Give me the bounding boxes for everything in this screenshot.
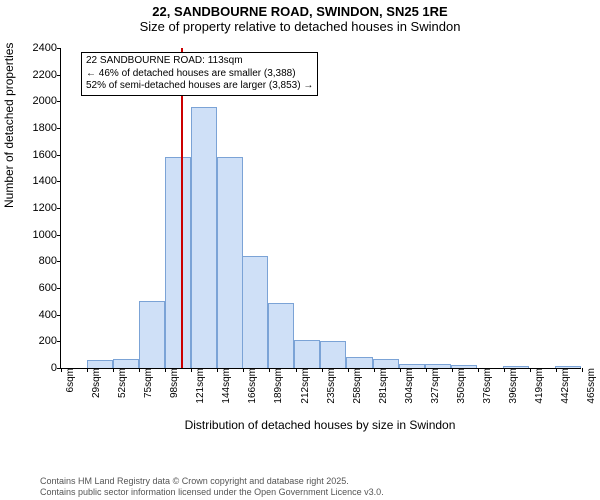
y-tick-mark xyxy=(57,181,61,182)
y-tick-mark xyxy=(57,235,61,236)
y-tick-mark xyxy=(57,315,61,316)
histogram-bar xyxy=(294,340,320,368)
annotation-line3: 52% of semi-detached houses are larger (… xyxy=(86,80,313,93)
x-tick-label: 121sqm xyxy=(191,368,206,404)
x-tick-label: 419sqm xyxy=(530,368,545,404)
x-tick-label: 52sqm xyxy=(113,368,128,398)
x-tick-label: 258sqm xyxy=(348,368,363,404)
histogram-bar xyxy=(346,357,372,368)
property-marker-line xyxy=(181,48,183,368)
x-tick-label: 465sqm xyxy=(582,368,597,404)
histogram-bar xyxy=(242,256,268,368)
histogram-bar xyxy=(555,366,581,368)
y-axis-label: Number of detached properties xyxy=(2,43,16,208)
x-tick-label: 396sqm xyxy=(504,368,519,404)
x-tick-label: 144sqm xyxy=(217,368,232,404)
histogram-bar xyxy=(113,359,139,368)
y-tick-mark xyxy=(57,75,61,76)
y-tick-mark xyxy=(57,155,61,156)
x-tick-label: 281sqm xyxy=(374,368,389,404)
histogram-bar xyxy=(217,157,243,368)
chart-title-line2: Size of property relative to detached ho… xyxy=(0,19,600,36)
x-tick-label: 75sqm xyxy=(139,368,154,398)
histogram-bar xyxy=(268,303,294,368)
y-tick-mark xyxy=(57,128,61,129)
chart-container: Number of detached properties 22 SANDBOU… xyxy=(0,38,600,438)
annotation-line1: 22 SANDBOURNE ROAD: 113sqm xyxy=(86,55,313,68)
annotation-box: 22 SANDBOURNE ROAD: 113sqm ← 46% of deta… xyxy=(81,52,318,96)
x-tick-label: 189sqm xyxy=(269,368,284,404)
y-tick-mark xyxy=(57,48,61,49)
x-tick-label: 442sqm xyxy=(556,368,571,404)
histogram-bar xyxy=(87,360,113,368)
x-tick-label: 6sqm xyxy=(61,368,76,392)
footer-line1: Contains HM Land Registry data © Crown c… xyxy=(40,476,384,487)
x-tick-label: 235sqm xyxy=(322,368,337,404)
chart-title-line1: 22, SANDBOURNE ROAD, SWINDON, SN25 1RE xyxy=(0,0,600,19)
x-tick-label: 327sqm xyxy=(426,368,441,404)
histogram-bar xyxy=(451,365,477,368)
y-tick-mark xyxy=(57,261,61,262)
histogram-bar xyxy=(320,341,346,368)
histogram-bar xyxy=(139,301,165,368)
y-tick-mark xyxy=(57,341,61,342)
footer-attribution: Contains HM Land Registry data © Crown c… xyxy=(40,476,384,498)
plot-area: 22 SANDBOURNE ROAD: 113sqm ← 46% of deta… xyxy=(60,48,581,369)
footer-line2: Contains public sector information licen… xyxy=(40,487,384,498)
x-tick-label: 29sqm xyxy=(87,368,102,398)
x-axis-label: Distribution of detached houses by size … xyxy=(60,418,580,432)
x-tick-label: 304sqm xyxy=(400,368,415,404)
y-tick-mark xyxy=(57,288,61,289)
x-tick-label: 350sqm xyxy=(452,368,467,404)
histogram-bar xyxy=(399,364,425,368)
histogram-bar xyxy=(425,364,451,368)
x-tick-label: 376sqm xyxy=(478,368,493,404)
x-tick-label: 212sqm xyxy=(296,368,311,404)
y-tick-mark xyxy=(57,101,61,102)
histogram-bar xyxy=(503,366,529,368)
histogram-bar xyxy=(373,359,399,368)
y-tick-mark xyxy=(57,208,61,209)
annotation-line2: ← 46% of detached houses are smaller (3,… xyxy=(86,68,313,81)
histogram-bar xyxy=(165,157,191,368)
histogram-bar xyxy=(191,107,217,368)
x-tick-label: 98sqm xyxy=(165,368,180,398)
x-tick-label: 166sqm xyxy=(243,368,258,404)
